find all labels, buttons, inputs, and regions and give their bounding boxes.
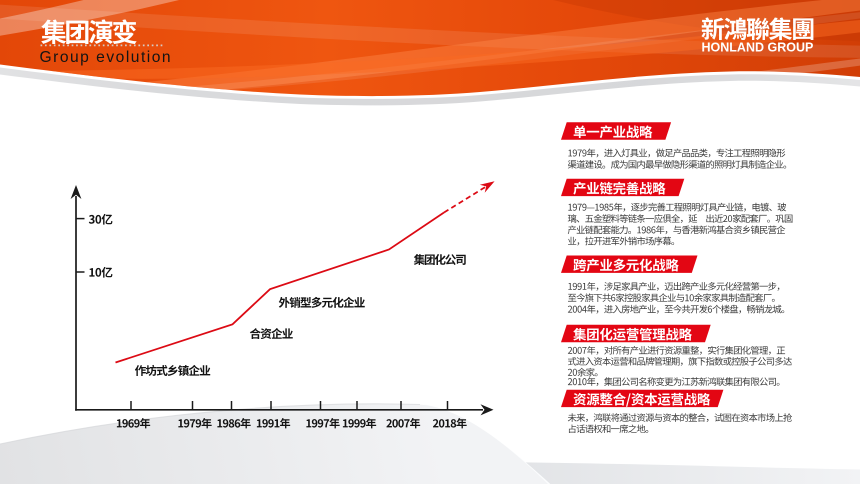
- svg-text:Group evolution: Group evolution: [40, 49, 173, 66]
- svg-text:HONLAND GROUP: HONLAND GROUP: [702, 41, 814, 55]
